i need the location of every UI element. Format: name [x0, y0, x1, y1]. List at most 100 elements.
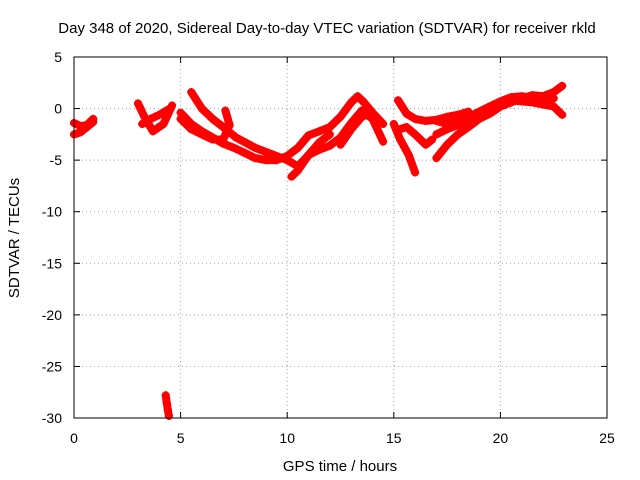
x-tick-label: 5 [177, 430, 185, 446]
data-point [402, 109, 411, 118]
data-point [368, 108, 377, 117]
tick-marks-layer [73, 56, 608, 419]
x-tick-label: 25 [599, 430, 615, 446]
data-point [187, 125, 196, 134]
data-point [421, 140, 430, 149]
x-tick-label: 10 [279, 430, 295, 446]
data-point [208, 135, 217, 144]
data-point [261, 156, 270, 165]
data-point [163, 405, 172, 414]
data-arc-9-points [287, 130, 334, 181]
data-point [421, 116, 430, 125]
data-point [304, 131, 313, 140]
data-point [558, 110, 567, 119]
data-point [496, 97, 505, 106]
data-point [411, 114, 420, 123]
data-point [251, 154, 260, 163]
data-point [347, 125, 356, 134]
data-point [475, 107, 484, 116]
data-point [304, 150, 313, 159]
data-point [443, 120, 452, 129]
data-point [396, 125, 405, 134]
plot-area [70, 81, 567, 420]
data-point [411, 168, 420, 177]
data-point [148, 127, 157, 136]
data-point [197, 130, 206, 139]
data-point [411, 130, 420, 139]
y-tick-label: 0 [54, 101, 62, 117]
data-point [453, 116, 462, 125]
data-point [162, 398, 171, 407]
data-point [549, 94, 558, 103]
data-point [159, 120, 168, 129]
data-point [357, 112, 366, 121]
x-tick-label: 15 [386, 430, 402, 446]
data-point [558, 81, 567, 90]
x-axis-label: GPS time / hours [283, 458, 397, 475]
data-point [165, 104, 174, 113]
data-point [443, 112, 452, 121]
data-point [464, 112, 473, 121]
data-arc-12-points [389, 120, 420, 177]
data-point [187, 88, 196, 97]
x-tick-label: 0 [70, 430, 78, 446]
data-point [453, 130, 462, 139]
data-arc-12 [389, 120, 420, 177]
data-point [89, 114, 98, 123]
data-point [394, 96, 403, 105]
data-point [359, 98, 368, 107]
data-point [232, 133, 241, 142]
y-axis-label: SDTVAR / TECUs [6, 178, 23, 298]
data-point [389, 120, 398, 129]
y-tick-labels: 5 0 -5 -10 -15 -20 -25 -30 [42, 49, 62, 426]
chart-title: Day 348 of 2020, Sidereal Day-to-day VTE… [58, 20, 595, 37]
data-point [539, 97, 548, 106]
data-arc-10-points [336, 108, 377, 149]
data-point [325, 130, 334, 139]
y-tick-label: -30 [42, 410, 62, 426]
data-point [379, 120, 388, 129]
y-tick-label: -10 [42, 204, 62, 220]
data-point [432, 154, 441, 163]
data-point [161, 391, 170, 400]
data-point [287, 172, 296, 181]
data-point [315, 127, 324, 136]
data-arc-16-points [432, 92, 558, 129]
data-point [315, 138, 324, 147]
data-point [283, 156, 292, 165]
data-point [176, 114, 185, 123]
y-tick-label: -15 [42, 255, 62, 271]
data-point [379, 137, 388, 146]
data-point [517, 92, 526, 101]
data-point [82, 121, 91, 130]
data-arc-10 [336, 108, 377, 149]
data-arc-8-points [176, 106, 234, 144]
data-point [325, 141, 334, 150]
data-arc-5-points [161, 391, 173, 420]
data-point [272, 152, 281, 161]
data-point [443, 140, 452, 149]
data-point [293, 166, 302, 175]
data-point [197, 104, 206, 113]
data-point [428, 135, 437, 144]
data-point [325, 123, 334, 132]
data-point [138, 120, 147, 129]
data-point [76, 122, 85, 131]
data-point [549, 102, 558, 111]
data-point [221, 106, 230, 115]
data-arc-4 [138, 104, 174, 128]
data-point [353, 92, 362, 101]
data-point [133, 99, 142, 108]
data-point [528, 94, 537, 103]
x-tick-label: 20 [493, 430, 509, 446]
data-point [146, 114, 155, 123]
data-point [485, 102, 494, 111]
data-point [336, 140, 345, 149]
data-point [229, 143, 238, 152]
data-point [507, 93, 516, 102]
plot-frame [73, 56, 608, 419]
data-point [208, 114, 217, 123]
data-arc-4-points [138, 104, 174, 129]
data-point [155, 110, 164, 119]
